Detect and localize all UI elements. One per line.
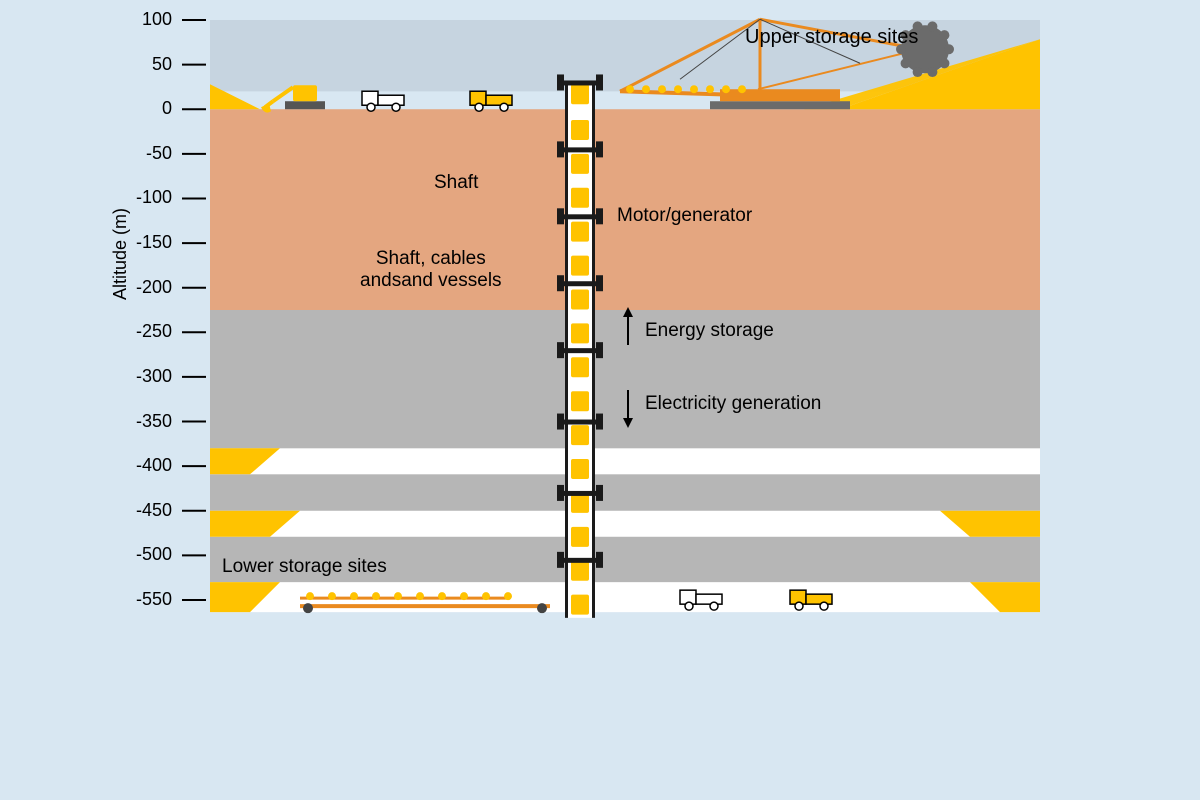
axis-tick-label: -350 <box>112 411 172 432</box>
annotation: Shaft, cables andsand vessels <box>360 248 502 292</box>
annotation: Motor/generator <box>617 205 752 227</box>
axis-tick-label: -500 <box>112 544 172 565</box>
axis-tick-label: -400 <box>112 455 172 476</box>
annotation: Shaft <box>434 172 478 194</box>
axis-tick-label: -250 <box>112 321 172 342</box>
annotation: Electricity generation <box>645 393 821 415</box>
axis-tick-label: -550 <box>112 589 172 610</box>
annotation: Upper storage sites <box>745 26 918 49</box>
annotation: Lower storage sites <box>222 556 387 578</box>
diagram-svg <box>0 0 1200 800</box>
axis-tick-label: 0 <box>112 98 172 119</box>
diagram-root: 100500-50-100-150-200-250-300-350-400-45… <box>0 0 1200 800</box>
axis-tick-label: -50 <box>112 143 172 164</box>
axis-tick-label: -100 <box>112 187 172 208</box>
axis-tick-label: 50 <box>112 54 172 75</box>
axis-tick-label: 100 <box>112 9 172 30</box>
axis-tick-label: -450 <box>112 500 172 521</box>
axis-tick-label: -300 <box>112 366 172 387</box>
annotation: Energy storage <box>645 320 774 342</box>
axis-title: Altitude (m) <box>110 208 131 300</box>
